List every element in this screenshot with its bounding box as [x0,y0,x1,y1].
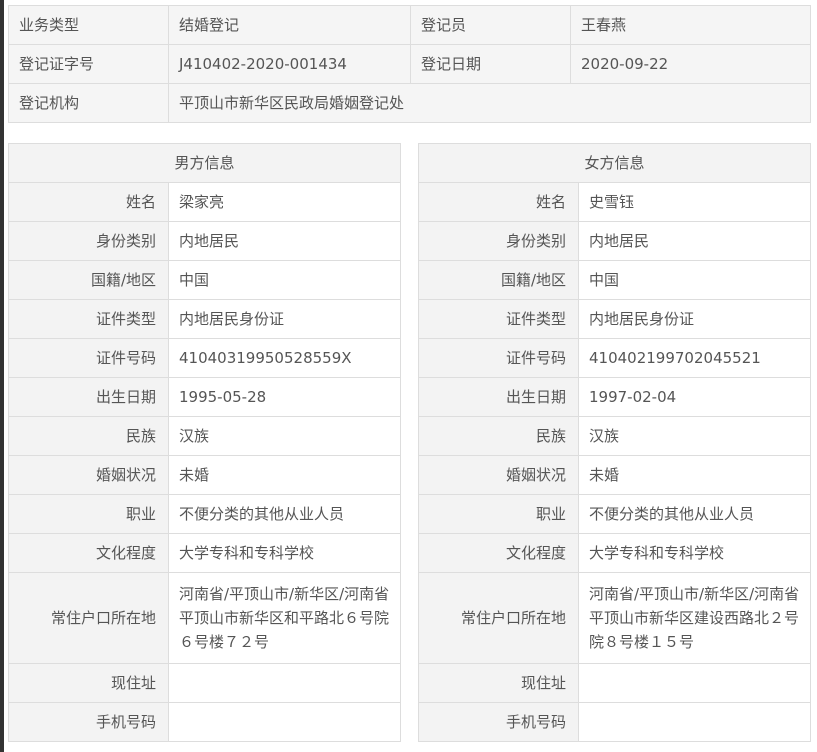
female-info-title: 女方信息 [417,143,812,183]
office-value: 平顶山市新华区民政局婚姻登记处 [168,83,811,123]
field-value: 中国 [167,260,402,300]
field-label: 手机号码 [418,702,579,742]
field-value: 大学专科和专科学校 [577,533,812,573]
field-value: 不便分类的其他从业人员 [577,494,812,534]
field-label: 证件号码 [8,338,169,378]
male-info-table: 男方信息 姓名 梁家亮 身份类别 内地居民 国籍/地区 中国 证件类型 内地居民身份证 证件号码 4… [7,143,402,742]
field-value [577,663,812,703]
field-label: 常住户口所在地 [418,572,579,664]
field-label: 现住址 [418,663,579,703]
business-type-label: 业务类型 [8,5,169,45]
table-row: 登记证字号 J410402-2020-001434 登记日期 2020-09-2… [8,44,811,84]
field-label: 证件号码 [418,338,579,378]
table-row: 手机号码 [418,702,812,742]
field-label: 文化程度 [418,533,579,573]
field-label: 出生日期 [8,377,169,417]
field-label: 职业 [8,494,169,534]
date-value: 2020-09-22 [570,44,811,84]
date-label: 登记日期 [410,44,571,84]
field-value: 汉族 [167,416,402,456]
field-label: 婚姻状况 [8,455,169,495]
table-row: 常住户口所在地 河南省/平顶山市/新华区/河南省平顶山市新华区建设西路北２号院８号… [418,572,812,664]
field-value: 1995-05-28 [167,377,402,417]
field-label: 身份类别 [418,221,579,261]
field-value: 不便分类的其他从业人员 [167,494,402,534]
table-row: 姓名 史雪钰 [418,182,812,222]
field-value: 河南省/平顶山市/新华区/河南省平顶山市新华区和平路北６号院６号楼７２号 [167,572,402,664]
table-row: 身份类别 内地居民 [8,221,402,261]
table-row: 出生日期 1997-02-04 [418,377,812,417]
table-row: 登记机构 平顶山市新华区民政局婚姻登记处 [8,83,811,123]
field-value: 史雪钰 [577,182,812,222]
table-row: 民族 汉族 [8,416,402,456]
table-row: 文化程度 大学专科和专科学校 [418,533,812,573]
field-value: 中国 [577,260,812,300]
table-row: 国籍/地区 中国 [8,260,402,300]
table-row: 身份类别 内地居民 [418,221,812,261]
table-row: 现住址 [8,663,402,703]
field-label: 国籍/地区 [8,260,169,300]
field-value [167,663,402,703]
registration-table: 业务类型 结婚登记 登记员 王春燕 登记证字号 J410402-2020-001… [8,5,811,123]
table-row: 常住户口所在地 河南省/平顶山市/新华区/河南省平顶山市新华区和平路北６号院６号楼… [8,572,402,664]
field-value: 410402199702045521 [577,338,812,378]
window-edge [0,0,4,752]
field-label: 婚姻状况 [418,455,579,495]
table-row: 婚姻状况 未婚 [418,455,812,495]
field-label: 常住户口所在地 [8,572,169,664]
male-info-title: 男方信息 [7,143,402,183]
registrar-label: 登记员 [410,5,571,45]
table-row: 女方信息 [417,143,812,183]
field-value: 未婚 [577,455,812,495]
table-row: 姓名 梁家亮 [8,182,402,222]
field-label: 出生日期 [418,377,579,417]
field-value: 内地居民身份证 [577,299,812,339]
field-value: 汉族 [577,416,812,456]
registrar-value: 王春燕 [570,5,811,45]
field-value: 梁家亮 [167,182,402,222]
business-type-value: 结婚登记 [168,5,411,45]
table-row: 出生日期 1995-05-28 [8,377,402,417]
field-value: 内地居民 [167,221,402,261]
field-label: 民族 [8,416,169,456]
table-row: 民族 汉族 [418,416,812,456]
field-label: 文化程度 [8,533,169,573]
field-value: 内地居民身份证 [167,299,402,339]
field-label: 职业 [418,494,579,534]
field-label: 手机号码 [8,702,169,742]
table-row: 婚姻状况 未婚 [8,455,402,495]
field-value: 内地居民 [577,221,812,261]
female-info-table: 女方信息 姓名 史雪钰 身份类别 内地居民 国籍/地区 中国 证件类型 内地居民身份证 证件号码 4… [417,143,812,742]
field-value: 41040319950528559X [167,338,402,378]
table-row: 证件号码 41040319950528559X [8,338,402,378]
field-value: 未婚 [167,455,402,495]
office-label: 登记机构 [8,83,169,123]
field-label: 现住址 [8,663,169,703]
cert-no-label: 登记证字号 [8,44,169,84]
field-value: 大学专科和专科学校 [167,533,402,573]
cert-no-value: J410402-2020-001434 [168,44,411,84]
table-row: 手机号码 [8,702,402,742]
field-label: 姓名 [418,182,579,222]
field-label: 民族 [418,416,579,456]
field-value [577,702,812,742]
table-row: 国籍/地区 中国 [418,260,812,300]
field-label: 证件类型 [8,299,169,339]
table-row: 证件类型 内地居民身份证 [418,299,812,339]
field-label: 身份类别 [8,221,169,261]
table-row: 男方信息 [7,143,402,183]
table-row: 文化程度 大学专科和专科学校 [8,533,402,573]
field-value [167,702,402,742]
table-row: 证件号码 410402199702045521 [418,338,812,378]
field-label: 证件类型 [418,299,579,339]
field-label: 国籍/地区 [418,260,579,300]
table-row: 职业 不便分类的其他从业人员 [418,494,812,534]
table-row: 业务类型 结婚登记 登记员 王春燕 [8,5,811,45]
table-row: 职业 不便分类的其他从业人员 [8,494,402,534]
field-label: 姓名 [8,182,169,222]
field-value: 河南省/平顶山市/新华区/河南省平顶山市新华区建设西路北２号院８号楼１５号 [577,572,812,664]
table-row: 证件类型 内地居民身份证 [8,299,402,339]
table-row: 现住址 [418,663,812,703]
field-value: 1997-02-04 [577,377,812,417]
